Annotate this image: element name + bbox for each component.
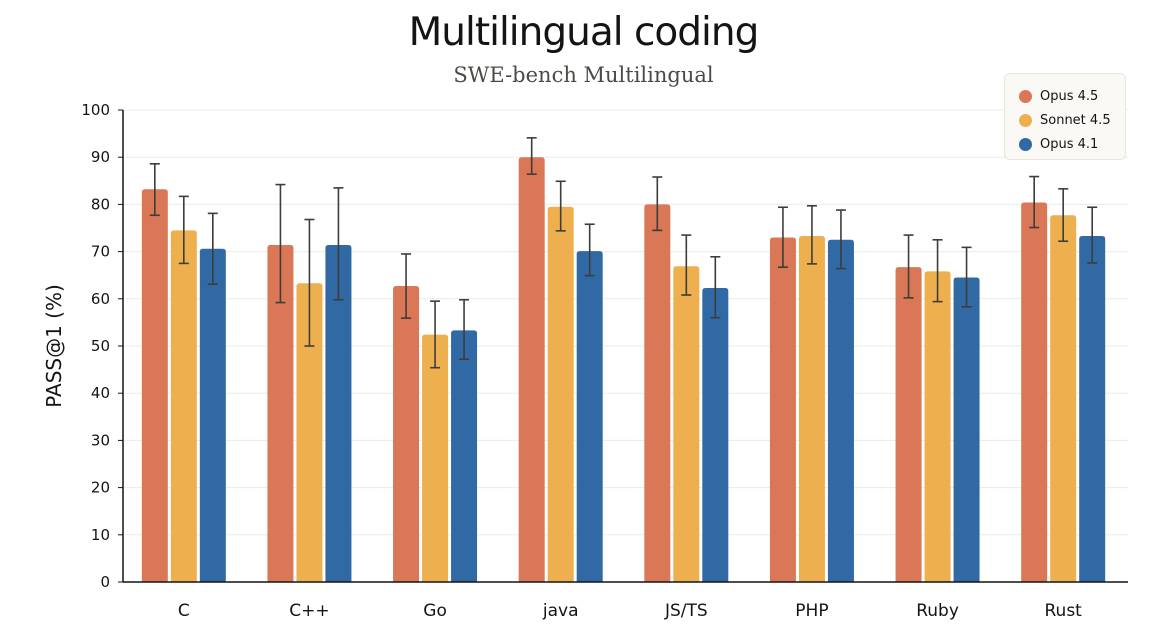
error-bar [526,137,537,175]
bar-java-2 [576,251,603,583]
x-tick-label: Ruby [916,601,959,621]
error-bar [710,255,721,319]
error-bar [1087,206,1098,264]
bar-c-0 [141,189,168,582]
x-tick-label: C [178,601,190,621]
bar-php-0 [769,237,796,582]
error-bar [681,234,692,296]
error-bar [777,206,788,268]
bar-php-1 [798,236,825,583]
legend-item: Opus 4.1 [1019,132,1125,156]
x-tick-label: JS/TS [664,601,708,621]
y-tick-label: 20 [91,479,110,497]
bar-jsts-0 [644,204,671,582]
bar-jsts-1 [673,266,700,582]
bar-rust-0 [1021,202,1048,582]
chart-title: Multilingual coding [408,10,760,55]
y-tick-label: 60 [91,290,110,308]
error-bar [903,234,914,299]
error-bar [149,163,160,217]
y-tick-label: 100 [81,101,110,119]
bar-ruby-0 [895,267,922,582]
error-bar [459,298,470,361]
bar-go-0 [393,286,420,582]
error-bar [275,183,286,304]
legend-swatch [1019,137,1032,151]
error-bar [932,239,943,303]
legend-label: Opus 4.5 [1040,88,1099,104]
error-bar [304,218,315,347]
x-tick-label: Go [423,601,447,621]
legend-swatch [1019,113,1032,127]
error-bar [961,246,972,308]
x-tick-label: PHP [795,601,828,621]
y-tick-label: 90 [91,148,110,166]
x-tick-label: C++ [289,601,329,621]
bar-java-1 [547,206,574,582]
y-tick-label: 0 [100,573,110,591]
y-tick-label: 50 [91,337,110,355]
y-tick-label: 80 [91,195,110,213]
error-bar [652,176,663,232]
axes [118,109,1128,583]
legend-item: Opus 4.5 [1019,84,1125,108]
x-tick-label: java [542,601,579,621]
y-axis-label: PASS@1 (%) [42,284,66,408]
bar-jsts-2 [702,287,729,582]
bar-c-1 [170,230,197,583]
bar-c-2 [325,244,352,582]
error-bar [584,223,595,277]
axis-labels: 0 10 20 30 40 50 60 70 80 90 100 C C++ Go java JS/TS PHP… [81,101,1082,621]
bar-ruby-2 [953,277,980,582]
legend-label: Opus 4.1 [1040,136,1099,152]
error-bar [1029,175,1040,229]
bar-c-0 [267,244,294,582]
error-bar [430,300,441,369]
error-bar [401,253,412,319]
error-bar [178,195,189,265]
error-bar [835,209,846,270]
bar-c-1 [296,283,323,582]
bars [141,157,1106,583]
bar-php-2 [827,239,854,583]
bar-go-2 [451,330,478,582]
bar-rust-2 [1079,236,1106,583]
bar-c-2 [199,248,226,582]
y-tick-label: 30 [91,431,110,449]
legend: Opus 4.5 Sonnet 4.5 Opus 4.1 [1004,73,1126,160]
legend-label: Sonnet 4.5 [1040,112,1111,128]
bar-ruby-1 [924,271,951,582]
error-bar [806,205,817,265]
bar-rust-1 [1050,215,1077,583]
legend-swatch [1019,89,1032,103]
x-tick-label: Rust [1045,601,1083,621]
y-tick-label: 10 [91,526,110,544]
legend-item: Sonnet 4.5 [1019,108,1125,132]
error-bar [555,180,566,232]
chart-subtitle: SWE-bench Multilingual [453,63,714,87]
error-bar [207,212,218,285]
y-tick-label: 70 [91,243,110,261]
bar-go-1 [422,334,449,582]
bar-java-0 [518,157,545,582]
y-tick-label: 40 [91,384,110,402]
error-bar [1058,188,1069,243]
error-bars [149,137,1098,369]
error-bar [333,187,344,301]
